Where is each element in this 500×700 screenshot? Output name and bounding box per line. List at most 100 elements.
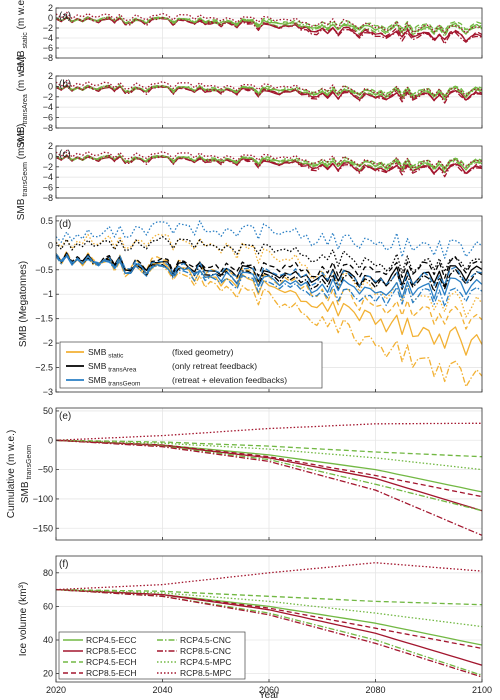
series-line [56, 83, 482, 98]
y-tick-label: 0.5 [40, 216, 53, 226]
y-tick-label: −6 [43, 183, 53, 193]
panel-label: (a) [59, 11, 71, 22]
y-tick-label: 60 [43, 601, 53, 611]
y-tick-label: −2.5 [35, 363, 53, 373]
series-line [56, 84, 482, 101]
legend-entry-description: (retreat + elevation feedbacks) [172, 375, 287, 385]
y-axis-label: SMB transGeom (m w.e.) [16, 124, 29, 221]
legend-entry: RCP8.5-ECH [86, 668, 137, 678]
legend-entry-description: (fixed geometry) [172, 347, 234, 357]
panel-label: (d) [59, 219, 71, 230]
y-tick-label: 80 [43, 568, 53, 578]
panel-e: −150 −100 −50 0 50 (e) Cumulative (m w.e.)SMB … [6, 406, 483, 541]
y-tick-label: 20 [43, 669, 53, 679]
x-tick-label: 2040 [152, 685, 172, 695]
series-line [56, 253, 482, 289]
y-tick-label: −8 [43, 193, 53, 203]
x-tick-label: 2080 [365, 685, 385, 695]
series-line [56, 153, 482, 170]
y-tick-label: 50 [43, 406, 53, 416]
y-tick-label: −2 [43, 92, 53, 102]
y-tick-label: −6 [43, 113, 53, 123]
series-group [56, 149, 482, 178]
legend-entry: SMB transGeom [88, 375, 140, 388]
y-axis-label: Cumulative (m w.e.) [6, 430, 17, 518]
series-line [56, 79, 482, 98]
legend-entry: RCP8.5-MPC [180, 668, 231, 678]
y-tick-label: −150 [33, 523, 53, 533]
y-axis-label: SMB static (m w.e.) [16, 0, 29, 72]
series-line [56, 588, 482, 606]
legend-entry-description: (only retreat feedback) [172, 361, 257, 371]
series-line [56, 154, 482, 169]
series-group [56, 562, 482, 678]
series-group [56, 220, 482, 388]
y-tick-label: −1.5 [35, 314, 53, 324]
legend-entry: SMB static [88, 347, 124, 360]
y-tick-label: −1 [43, 289, 53, 299]
y-tick-label: 0 [48, 81, 53, 91]
x-tick-label: 2100 [472, 685, 492, 695]
series-line [56, 588, 482, 678]
y-tick-label: −4 [43, 33, 53, 43]
series-line [56, 15, 482, 34]
y-axis-label-sub: SMB transGeom [20, 445, 33, 503]
panel-d: −3 −2.5 −2 −1.5 −1 −0.5 0 0.5 (d) SMB (Megatonnes… [18, 215, 483, 397]
y-tick-label: −8 [43, 123, 53, 133]
series-line [56, 588, 482, 628]
series-line [56, 154, 482, 173]
panel-label: (c) [59, 149, 71, 160]
series-line [56, 149, 482, 170]
y-tick-label: 0 [48, 435, 53, 445]
y-tick-label: 0 [48, 240, 53, 250]
panel-label: (f) [59, 559, 68, 570]
legend-entry: RCP4.5-CNC [180, 635, 231, 645]
x-tick-label: 2060 [259, 685, 279, 695]
y-tick-label: 2 [48, 141, 53, 151]
series-line [56, 254, 482, 308]
x-tick-label: 2020 [46, 685, 66, 695]
y-tick-label: −3 [43, 387, 53, 397]
series-line [56, 16, 482, 32]
y-tick-label: −2 [43, 338, 53, 348]
series-line [56, 84, 482, 97]
series-line [56, 588, 482, 666]
y-tick-label: −100 [33, 494, 53, 504]
y-axis-label: SMB (Megatonnes) [18, 261, 29, 347]
series-line [56, 11, 482, 34]
y-tick-label: 2 [48, 71, 53, 81]
y-tick-label: 0 [48, 151, 53, 161]
panel-b: −8−6−4−202(b)SMB transArea (m w.e.) [16, 56, 483, 148]
y-tick-label: 40 [43, 635, 53, 645]
series-line [56, 562, 482, 591]
series-line [56, 253, 482, 388]
legend-entry: RCP4.5-ECH [86, 657, 137, 667]
series-line [56, 16, 482, 45]
series-line [56, 439, 482, 471]
legend-entry: RCP4.5-ECC [86, 635, 137, 645]
y-axis-label: Ice volume (km³) [18, 582, 29, 656]
series-line [56, 439, 482, 536]
series-group [56, 422, 482, 536]
legend-entry: SMB transArea [88, 361, 137, 374]
series-line [56, 220, 482, 259]
legend: RCP4.5-ECC RCP4.5-CNC RCP8.5-ECC RCP8.5-CNC… [58, 631, 246, 680]
legend-entry: RCP8.5-ECC [86, 646, 137, 656]
series-group [56, 11, 482, 45]
series-line [56, 253, 482, 279]
series-group [56, 79, 482, 104]
y-tick-label: −6 [43, 43, 53, 53]
y-tick-label: 0 [48, 13, 53, 23]
y-tick-label: −0.5 [35, 265, 53, 275]
panel-label: (b) [59, 79, 71, 90]
x-axis-label: Year [259, 690, 280, 700]
y-tick-label: −2 [43, 23, 53, 33]
series-line [56, 422, 482, 441]
y-tick-label: −8 [43, 53, 53, 63]
series-line [56, 439, 482, 458]
panel-label: (e) [59, 411, 71, 422]
panel-a: −8−6−4−202 (a) SMB static (m w.e.) [16, 0, 483, 72]
legend-entry: RCP8.5-CNC [180, 646, 231, 656]
legend-entry: RCP4.5-MPC [180, 657, 231, 667]
